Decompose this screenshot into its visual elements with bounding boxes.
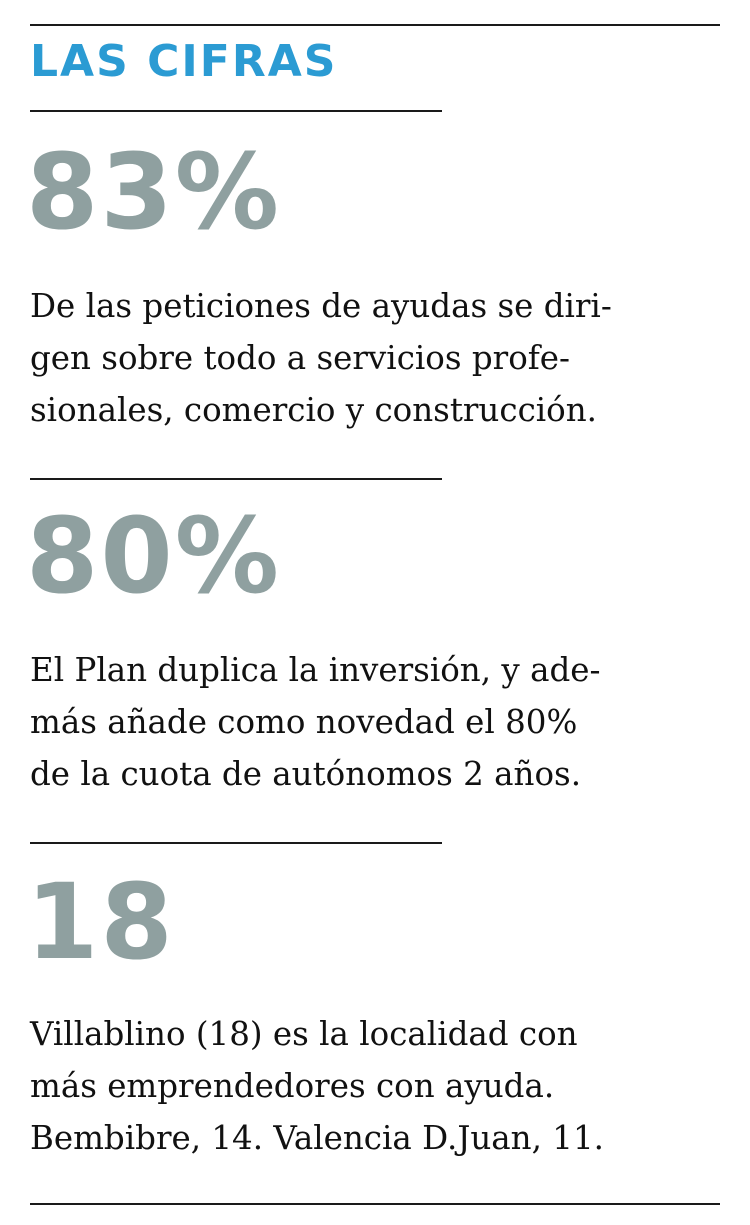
stat-description-3-line-1: Villablino (18) es la localidad con [30, 1015, 578, 1053]
stat-description-2: El Plan duplica la inversión, y ade- más… [30, 644, 720, 800]
divider-1 [30, 110, 442, 112]
stat-description-2-line-3: de la cuota de autónomos 2 años. [30, 755, 582, 793]
top-divider [30, 24, 720, 26]
stat-description-1-line-3: sionales, comercio y construcción. [30, 391, 597, 429]
stat-description-3-line-3: Bembibre, 14. Valencia D.Juan, 11. [30, 1119, 604, 1157]
stat-figure-1: 83% [26, 131, 281, 253]
stat-description-2-line-2: más añade como novedad el 80% [30, 703, 578, 741]
stat-description-2-line-1: El Plan duplica la inversión, y ade- [30, 651, 601, 689]
divider-2 [30, 478, 442, 480]
divider-3 [30, 842, 442, 844]
stat-figure-2: 80% [26, 495, 281, 617]
section-heading: LAS CIFRAS [30, 36, 338, 87]
stat-description-3: Villablino (18) es la localidad con más … [30, 1008, 720, 1164]
stat-description-3-line-2: más emprendedores con ayuda. [30, 1067, 555, 1105]
stat-description-1-line-1: De las peticiones de ayudas se diri- [30, 287, 612, 325]
stat-description-1-line-2: gen sobre todo a servicios profe- [30, 339, 571, 377]
bottom-divider [30, 1203, 720, 1205]
stat-description-1: De las peticiones de ayudas se diri- gen… [30, 280, 720, 436]
stat-figure-3: 18 [26, 861, 175, 983]
